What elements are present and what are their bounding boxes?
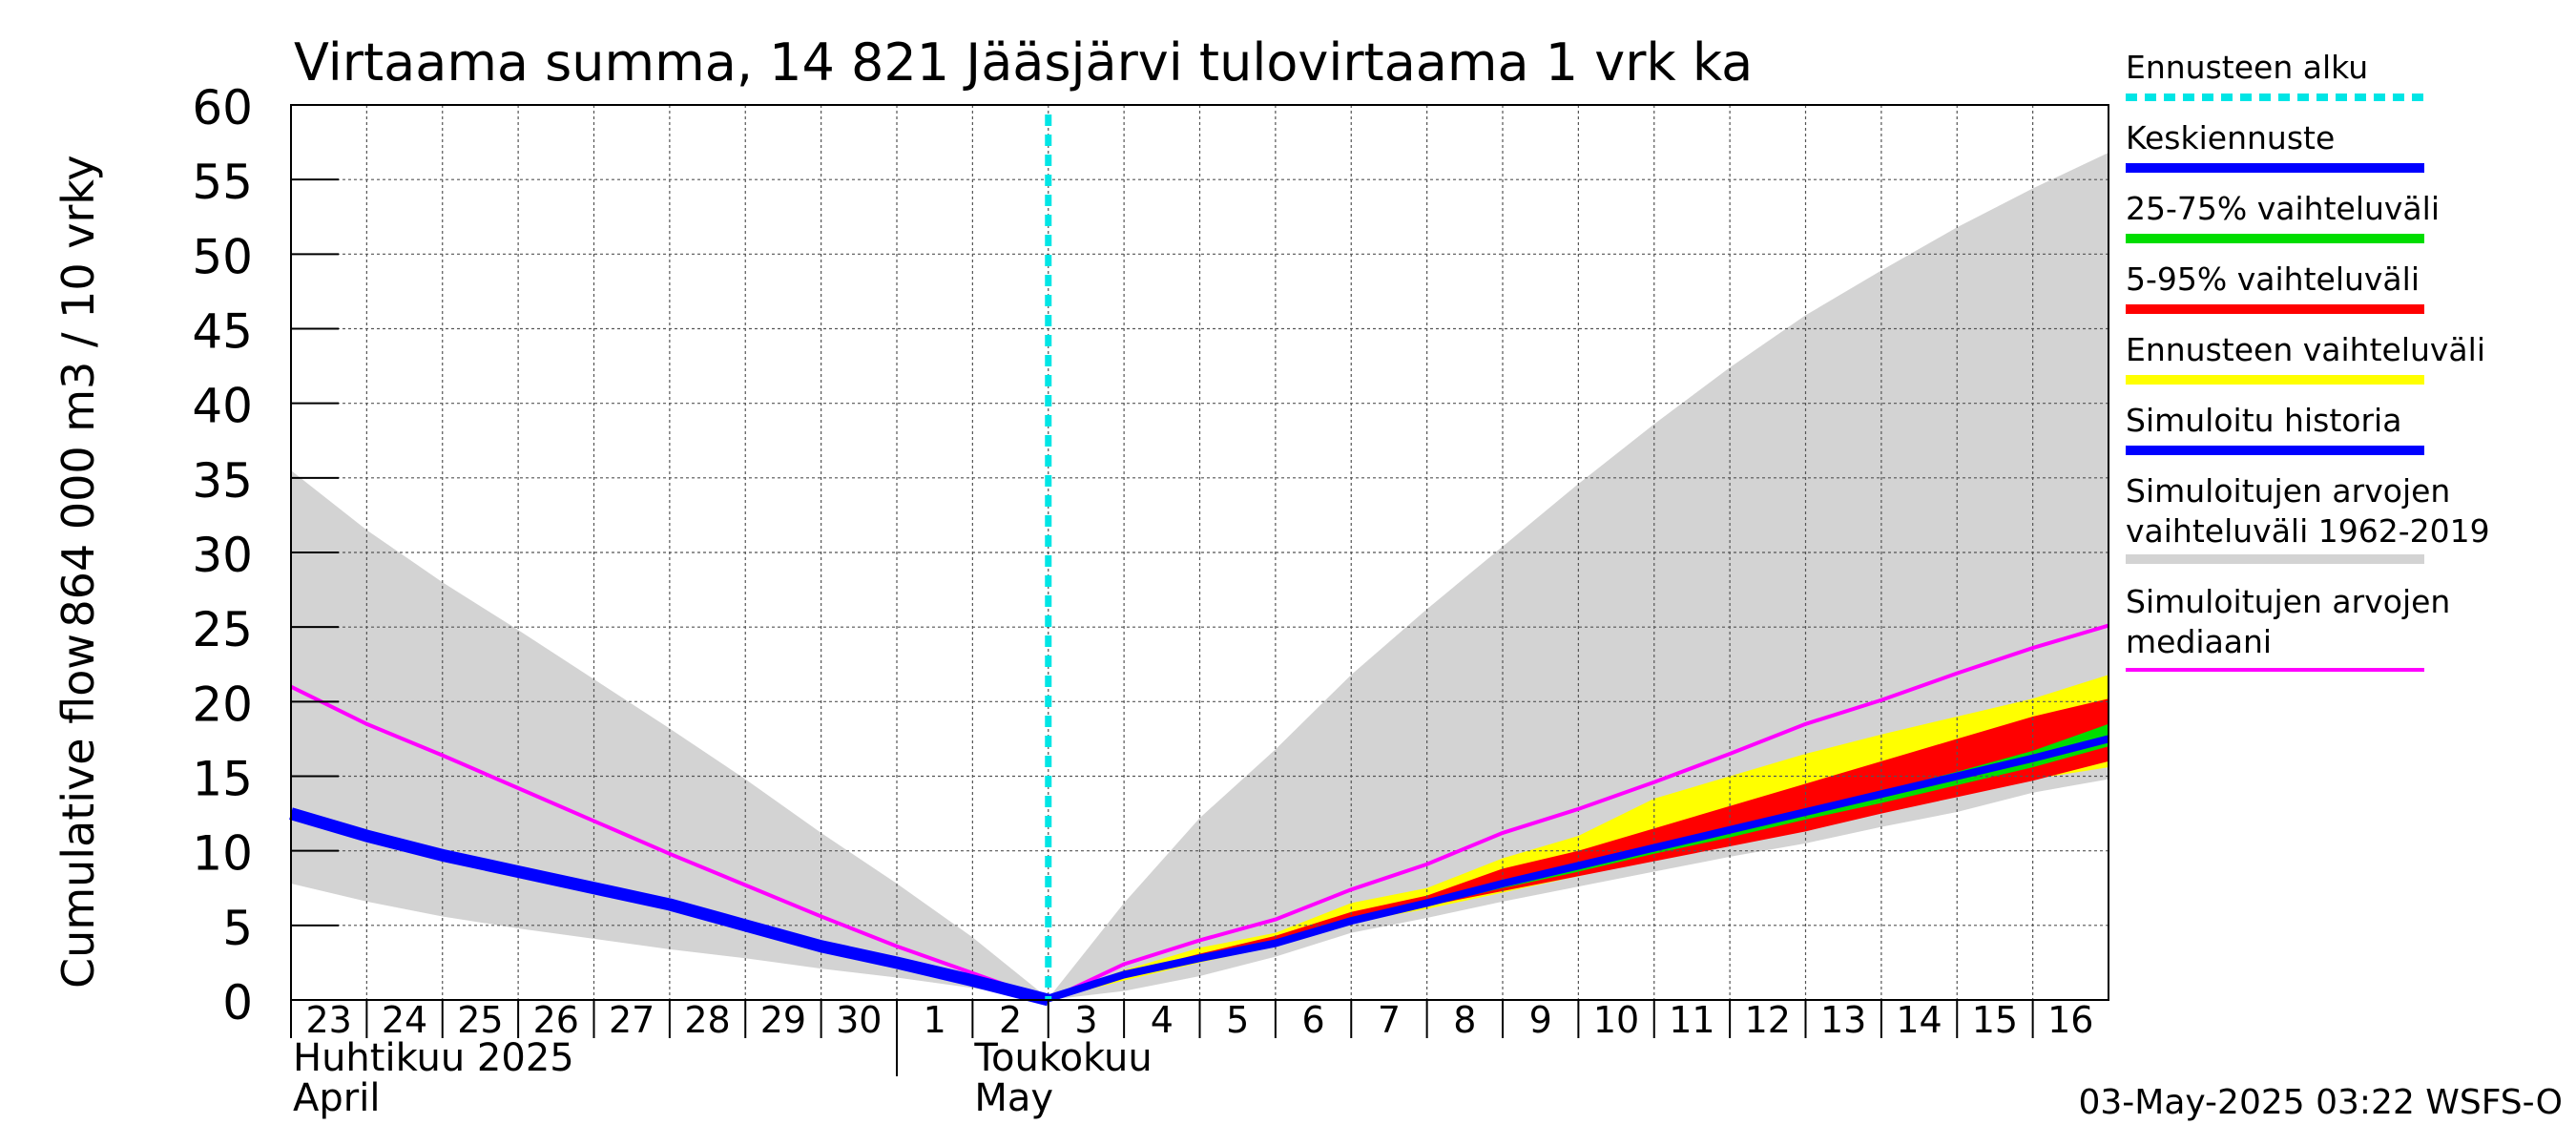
x-tick-label: 7 bbox=[1378, 999, 1401, 1041]
y-tick-label: 35 bbox=[192, 453, 253, 509]
y-axis-label-units: 864 000 m3 / 10 vrky bbox=[52, 155, 104, 627]
y-tick-label: 30 bbox=[192, 528, 253, 583]
y-tick-label: 60 bbox=[192, 80, 253, 135]
p5-95-band bbox=[1048, 698, 2109, 1000]
y-tick-label: 55 bbox=[192, 155, 253, 210]
x-tick-label: 27 bbox=[609, 999, 654, 1041]
simulated-history-line bbox=[289, 807, 1050, 1007]
legend-label: Keskiennuste bbox=[2126, 119, 2335, 156]
y-tick-label: 40 bbox=[192, 379, 253, 434]
x-tick-label: 23 bbox=[306, 999, 352, 1041]
x-tick-label: 11 bbox=[1669, 999, 1714, 1041]
x-tick-label: 6 bbox=[1301, 999, 1324, 1041]
legend-label: Simuloitujen arvojen bbox=[2126, 583, 2450, 620]
x-tick-label: 1 bbox=[924, 999, 946, 1041]
x-tick-label: 29 bbox=[760, 999, 806, 1041]
x-tick-label: 13 bbox=[1820, 999, 1866, 1041]
y-tick-label: 45 bbox=[192, 304, 253, 360]
median-line bbox=[290, 623, 2109, 1003]
x-tick-label: 2 bbox=[999, 999, 1022, 1041]
x-tick-label: 12 bbox=[1745, 999, 1791, 1041]
y-tick-label: 15 bbox=[192, 752, 253, 807]
x-tick-label: 15 bbox=[1972, 999, 2018, 1041]
mean-forecast-line bbox=[1047, 735, 2109, 1003]
forecast-range-band bbox=[1048, 675, 2109, 1000]
y-tick-label: 20 bbox=[192, 677, 253, 732]
x-tick-label: 4 bbox=[1151, 999, 1174, 1041]
legend-label: 5-95% vaihteluväli bbox=[2126, 260, 2420, 298]
month-label: Toukokuu bbox=[973, 1036, 1152, 1080]
legend-item-sim-history: Simuloitu historia bbox=[2126, 402, 2424, 455]
y-tick-label: 10 bbox=[192, 826, 253, 882]
x-tick-label: 5 bbox=[1226, 999, 1249, 1041]
x-tick-label: 24 bbox=[382, 999, 427, 1041]
legend-label: Simuloitujen arvojen bbox=[2126, 472, 2450, 510]
timestamp-footer: 03-May-2025 03:22 WSFS-O bbox=[2078, 1083, 2563, 1122]
grid bbox=[291, 105, 2109, 1000]
x-tick-label: 3 bbox=[1074, 999, 1097, 1041]
x-tick-label: 28 bbox=[684, 999, 730, 1041]
month-label-english: April bbox=[293, 1076, 380, 1120]
legend-label: Ennusteen vaihteluväli bbox=[2126, 331, 2485, 368]
legend-label: 25-75% vaihteluväli bbox=[2126, 190, 2440, 227]
x-tick-label: 9 bbox=[1529, 999, 1552, 1041]
x-tick-label: 14 bbox=[1896, 999, 1942, 1041]
x-tick-label: 30 bbox=[836, 999, 882, 1041]
x-tick-label: 10 bbox=[1593, 999, 1639, 1041]
x-tick-label: 26 bbox=[533, 999, 579, 1041]
legend-label: Ennusteen alku bbox=[2126, 49, 2368, 86]
x-tick-label: 25 bbox=[457, 999, 503, 1041]
y-tick-label: 0 bbox=[222, 975, 253, 1030]
legend-item-p5-95: 5-95% vaihteluväli bbox=[2126, 260, 2424, 314]
y-tick-label: 25 bbox=[192, 602, 253, 657]
month-label: Huhtikuu 2025 bbox=[293, 1036, 574, 1080]
month-label-english: May bbox=[974, 1076, 1053, 1120]
legend-item-mean-forecast: Keskiennuste bbox=[2126, 119, 2424, 173]
chart-title: Virtaama summa, 14 821 Jääsjärvi tulovir… bbox=[294, 32, 1753, 93]
y-tick-label: 50 bbox=[192, 229, 253, 284]
legend-item-forecast-start: Ennusteen alku bbox=[2126, 49, 2424, 101]
legend-label: Simuloitu historia bbox=[2126, 402, 2401, 439]
y-axis-label: Cumulative flow bbox=[52, 634, 104, 989]
legend-label-line2: mediaani bbox=[2126, 623, 2272, 660]
legend-label-line2: vaihteluväli 1962-2019 bbox=[2126, 512, 2490, 550]
x-tick-label: 8 bbox=[1453, 999, 1476, 1041]
y-tick-label: 5 bbox=[222, 901, 253, 956]
legend-item-p25-75: 25-75% vaihteluväli bbox=[2126, 190, 2440, 243]
legend-item-forecast-range: Ennusteen vaihteluväli bbox=[2126, 331, 2485, 385]
x-tick-label: 16 bbox=[2047, 999, 2093, 1041]
